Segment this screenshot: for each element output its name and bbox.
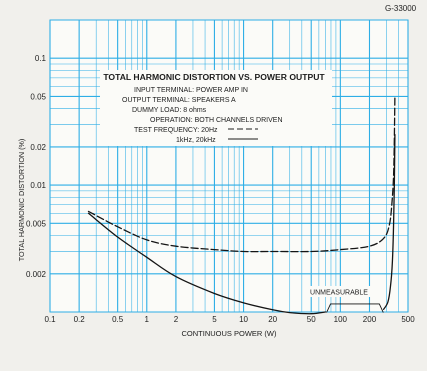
y-tick-label: 0.02 — [30, 143, 46, 152]
unmeasurable-annotation: UNMEASURABLE — [304, 286, 384, 313]
x-axis-label: CONTINUOUS POWER (W) — [182, 329, 277, 338]
x-tick-label: 0.5 — [112, 315, 124, 324]
y-tick-label: 0.1 — [35, 54, 47, 63]
annotation-background — [304, 286, 374, 297]
annotation-label: UNMEASURABLE — [310, 290, 368, 297]
info-input-terminal: INPUT TERMINAL: POWER AMP IN — [134, 87, 248, 94]
x-tick-label: 2 — [174, 315, 179, 324]
unmeasurable-bracket — [326, 303, 384, 313]
info-dummy-load: DUMMY LOAD: 8 ohms — [132, 107, 207, 114]
info-output-terminal: OUTPUT TERMINAL: SPEAKERS A — [122, 97, 236, 104]
y-tick-label: 0.05 — [30, 92, 46, 101]
x-tick-label: 10 — [239, 315, 248, 324]
info-test-frequency: TEST FREQUENCY: 20Hz — [134, 127, 218, 134]
plot-area — [49, 19, 409, 313]
x-tick-label: 0.1 — [44, 315, 56, 324]
chart-id-label: G-33000 — [385, 4, 417, 13]
x-tick-label: 100 — [334, 315, 348, 324]
series-layer — [87, 95, 396, 315]
chart-title: TOTAL HARMONIC DISTORTION VS. POWER OUTP… — [103, 72, 325, 82]
info-box: TOTAL HARMONIC DISTORTION VS. POWER OUTP… — [100, 70, 332, 146]
x-tick-labels: 0.1 0.2 0.5 1 2 5 10 20 50 100 200 500 — [44, 315, 415, 324]
x-tick-label: 500 — [401, 315, 415, 324]
legend-label-solid: 1kHz, 20kHz — [176, 137, 216, 144]
series-20hz-line — [87, 95, 396, 253]
info-box-background — [100, 70, 332, 146]
y-tick-label: 0.01 — [30, 181, 46, 190]
series-1khz-20khz-line-2 — [382, 133, 396, 310]
info-operation: OPERATION: BOTH CHANNELS DRIVEN — [150, 117, 283, 124]
y-tick-label: 0.002 — [26, 270, 47, 279]
x-tick-label: 50 — [307, 315, 316, 324]
series-1khz-20khz-line-1 — [87, 212, 327, 315]
x-tick-label: 1 — [145, 315, 150, 324]
y-tick-label: 0.005 — [26, 219, 47, 228]
x-tick-label: 5 — [212, 315, 217, 324]
x-tick-label: 20 — [268, 315, 277, 324]
y-axis-label: TOTAL HARMONIC DISTORTION (%) — [17, 139, 26, 262]
x-tick-label: 0.2 — [74, 315, 86, 324]
x-tick-label: 200 — [363, 315, 377, 324]
y-tick-labels: 0.1 0.05 0.02 0.01 0.005 0.002 — [26, 54, 47, 279]
